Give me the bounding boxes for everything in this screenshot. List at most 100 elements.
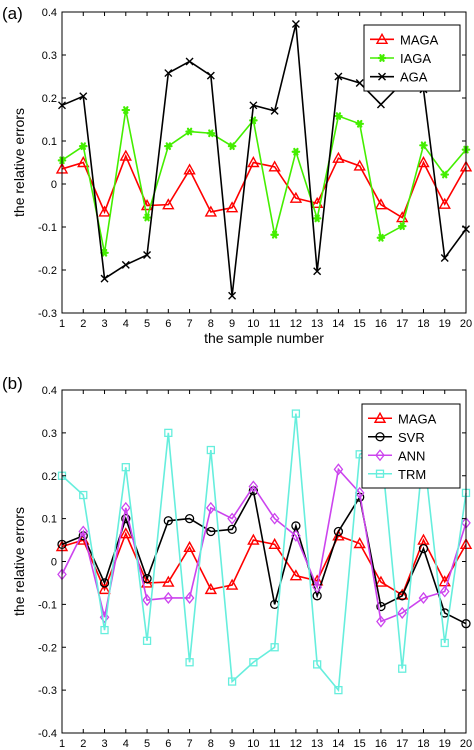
x-tick-label: 15 xyxy=(354,738,366,750)
x-tick-label: 8 xyxy=(208,318,214,330)
y-tick-label: 0.2 xyxy=(42,93,57,105)
series-maga-point-14 xyxy=(332,151,345,163)
series-trm-point-19 xyxy=(440,638,449,648)
x-tick-label: 14 xyxy=(332,318,344,330)
series-ann-point-16 xyxy=(376,615,386,628)
series-iaga-line xyxy=(61,109,467,253)
x-tick-label: 12 xyxy=(290,738,302,750)
y-tick-label: -0.3 xyxy=(38,685,57,697)
series-aga-point-8-stroke xyxy=(206,71,215,80)
series-iaga-point-11 xyxy=(270,230,279,239)
y-tick-label: 0.1 xyxy=(42,514,57,526)
series-maga-point-7 xyxy=(183,540,196,553)
series-aga-point-12 xyxy=(291,20,300,29)
legend-entry-ann-label: ANN xyxy=(398,448,425,463)
series-iaga-point-8-dot xyxy=(208,130,214,136)
series-ann-point-18 xyxy=(418,591,429,604)
series-aga-point-11-stroke xyxy=(270,106,279,115)
y-tick-label: 0.1 xyxy=(42,136,57,148)
x-tick-label: 6 xyxy=(165,318,171,330)
x-tick-label: 20 xyxy=(460,318,472,330)
series-aga-point-19 xyxy=(440,253,449,262)
series-trm-point-12 xyxy=(291,409,301,418)
x-tick-label: 18 xyxy=(417,738,429,750)
series-aga-point-16 xyxy=(376,100,385,109)
series-trm-point-6 xyxy=(164,428,173,438)
legend-entry-iaga-point-1-dot xyxy=(379,55,385,61)
series-aga-point-11 xyxy=(270,106,279,115)
series-iaga-point-16-dot xyxy=(378,235,384,241)
series-maga-point-8 xyxy=(204,205,218,217)
series-aga-point-15 xyxy=(355,78,364,87)
x-tick-label: 9 xyxy=(229,738,235,750)
series-maga-point-9 xyxy=(225,201,239,213)
series-iaga-point-15 xyxy=(355,119,364,128)
series-trm-markers xyxy=(57,409,471,695)
series-ann-point-2 xyxy=(78,525,89,538)
series-iaga-point-6-dot xyxy=(166,143,171,149)
series-ann-point-13 xyxy=(312,581,322,594)
series-ann-point-7 xyxy=(184,591,195,604)
x-tick-label: 16 xyxy=(375,738,387,750)
series-aga-point-3 xyxy=(100,274,109,283)
series-trm-point-7 xyxy=(185,658,194,667)
series-svr-point-6 xyxy=(163,516,173,526)
series-aga-point-13 xyxy=(313,267,322,276)
legend-entry-aga-point-1-stroke xyxy=(378,72,386,81)
legend-entry-maga: MAGA xyxy=(370,32,439,47)
series-trm-point-11 xyxy=(270,643,279,652)
series-trm-point-4 xyxy=(121,463,130,472)
x-tick-label: 13 xyxy=(311,738,323,750)
series-trm-point-5 xyxy=(142,636,152,645)
legend-entry-trm: TRM xyxy=(368,467,426,482)
series-aga-point-9-stroke xyxy=(228,291,237,300)
series-maga-point-3 xyxy=(98,582,111,595)
series-aga-point-2-stroke xyxy=(79,92,88,101)
series-maga-point-8 xyxy=(204,582,218,595)
x-tick-label: 3 xyxy=(101,738,107,750)
series-trm-point-3 xyxy=(100,625,109,635)
legend-entry-maga: MAGA xyxy=(368,411,437,426)
series-iaga-point-13 xyxy=(312,214,322,223)
legend-entry-maga-point-1 xyxy=(375,32,389,45)
series-maga-markers xyxy=(55,149,473,223)
series-iaga-point-12 xyxy=(291,147,301,156)
legend-entry-maga-label: MAGA xyxy=(400,32,439,47)
x-tick-label: 7 xyxy=(187,318,193,330)
series-aga-point-7 xyxy=(185,57,194,66)
series-svr-point-14 xyxy=(333,526,344,537)
series-iaga-point-9 xyxy=(227,142,237,151)
series-maga-point-10 xyxy=(247,156,260,168)
legend: MAGA IAGA AGA xyxy=(363,24,461,92)
series-svr-point-5 xyxy=(142,574,152,584)
y-axis-label: the relative errors xyxy=(11,507,27,616)
series-aga-point-10-stroke xyxy=(249,101,258,110)
panel-label: (b) xyxy=(2,374,23,393)
legend-entry-iaga-point-1 xyxy=(377,54,387,62)
legend-entry-aga-label: AGA xyxy=(400,70,428,85)
series-aga-point-4 xyxy=(121,260,130,269)
legend-entry-maga-point-1 xyxy=(373,411,387,423)
x-tick-label: 9 xyxy=(229,318,235,330)
y-tick-label: -0.2 xyxy=(38,265,57,277)
series-aga-point-14 xyxy=(334,72,343,81)
series-trm-point-13 xyxy=(313,660,322,669)
series-maga-point-12 xyxy=(289,191,303,203)
series-iaga-point-7 xyxy=(185,127,194,136)
x-tick-label: 7 xyxy=(187,738,193,750)
legend-entry-maga-label: MAGA xyxy=(398,411,437,426)
x-tick-label: 5 xyxy=(144,318,150,330)
series-iaga-point-6 xyxy=(164,142,173,151)
series-aga-point-9 xyxy=(228,291,237,300)
x-tick-label: 1 xyxy=(59,318,65,330)
series-aga-point-13-stroke xyxy=(313,267,322,276)
panel-a: (a)-0.3-0.2-0.100.10.20.30.41 2 3 4 5 6 7 8 9 10 1… xyxy=(2,4,473,346)
series-iaga-point-14-dot xyxy=(336,113,341,119)
x-tick-label: 19 xyxy=(439,738,451,750)
series-maga-point-9 xyxy=(225,578,239,590)
series-iaga-point-8 xyxy=(206,129,216,138)
series-iaga-point-5 xyxy=(142,213,152,222)
x-tick-label: 11 xyxy=(269,738,280,750)
series-iaga-point-19-dot xyxy=(442,172,448,177)
series-aga-point-15-stroke xyxy=(355,78,364,87)
